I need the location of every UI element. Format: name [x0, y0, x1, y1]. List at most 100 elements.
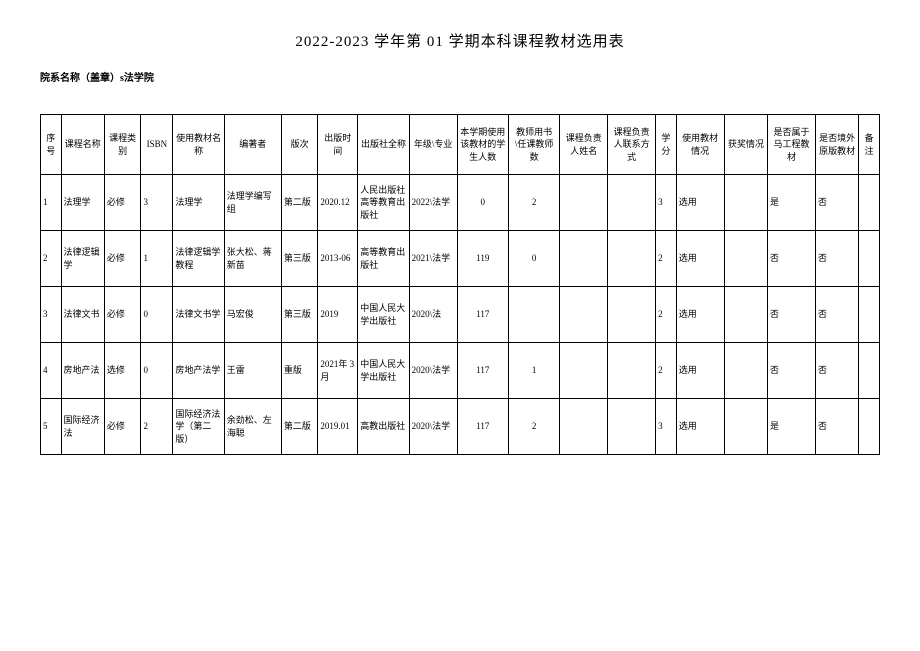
cell-pub_time: 2021年 3月 [318, 343, 358, 399]
cell-credit: 2 [656, 287, 677, 343]
table-row: 1法理学必修3法理学法理学编写组第二版2020.12人民出版社高等教育出版社20… [41, 175, 880, 231]
cell-note [859, 343, 880, 399]
cell-credit: 2 [656, 231, 677, 287]
cell-credit: 3 [656, 175, 677, 231]
cell-publisher: 中国人民大学出版社 [358, 343, 409, 399]
cell-isbn: 1 [141, 231, 173, 287]
cell-pub_time: 2019 [318, 287, 358, 343]
cell-edition: 重版 [281, 343, 318, 399]
cell-edition: 第二版 [281, 399, 318, 455]
cell-note [859, 399, 880, 455]
cell-isbn: 3 [141, 175, 173, 231]
cell-isbn: 2 [141, 399, 173, 455]
cell-award [724, 343, 767, 399]
cell-grade_major: 2020\法学 [409, 399, 457, 455]
cell-is_foreign: 否 [815, 175, 858, 231]
cell-pub_time: 2020.12 [318, 175, 358, 231]
cell-textbook_name: 法理学 [173, 175, 224, 231]
cell-course_type: 选修 [104, 343, 141, 399]
cell-course_type: 必修 [104, 231, 141, 287]
table-row: 4房地产法选修0房地产法学王雷重版2021年 3月中国人民大学出版社2020\法… [41, 343, 880, 399]
cell-award [724, 175, 767, 231]
cell-seq: 2 [41, 231, 62, 287]
table-header-row: 序号 课程名称 课程类别 ISBN 使用教材名称 编著者 版次 出版时间 出版社… [41, 115, 880, 175]
cell-grade_major: 2020\法学 [409, 343, 457, 399]
cell-usage: 选用 [676, 287, 724, 343]
cell-is_foreign: 否 [815, 343, 858, 399]
cell-course_type: 必修 [104, 287, 141, 343]
cell-is_foreign: 否 [815, 287, 858, 343]
cell-edition: 第三版 [281, 287, 318, 343]
cell-note [859, 231, 880, 287]
cell-textbook_name: 国际经济法学（第二版） [173, 399, 224, 455]
table-row: 2法律逻辑学必修1法律逻辑学教程张大松、蒋新苗第三版2013-06高等教育出版社… [41, 231, 880, 287]
cell-usage: 选用 [676, 231, 724, 287]
cell-course_type: 必修 [104, 175, 141, 231]
cell-course_name: 房地产法 [61, 343, 104, 399]
cell-usage: 选用 [676, 399, 724, 455]
cell-student_count: 119 [457, 231, 508, 287]
cell-award [724, 399, 767, 455]
col-edition: 版次 [281, 115, 318, 175]
col-credit: 学分 [656, 115, 677, 175]
col-grade-major: 年级\专业 [409, 115, 457, 175]
cell-leader_contact [608, 175, 656, 231]
col-leader-contact: 课程负责人联系方式 [608, 115, 656, 175]
col-seq: 序号 [41, 115, 62, 175]
cell-course_type: 必修 [104, 399, 141, 455]
cell-seq: 4 [41, 343, 62, 399]
col-award: 获奖情况 [724, 115, 767, 175]
cell-textbook_name: 房地产法学 [173, 343, 224, 399]
cell-grade_major: 2022\法学 [409, 175, 457, 231]
cell-teacher_count: 0 [508, 231, 559, 287]
col-is-foreign: 是否境外原版教材 [815, 115, 858, 175]
cell-is_ma: 否 [768, 287, 816, 343]
cell-leader_name [560, 287, 608, 343]
col-course-name: 课程名称 [61, 115, 104, 175]
col-note: 备注 [859, 115, 880, 175]
cell-course_name: 法理学 [61, 175, 104, 231]
cell-is_ma: 否 [768, 343, 816, 399]
department-name: 院系名称（盖章）s法学院 [40, 69, 880, 84]
cell-isbn: 0 [141, 287, 173, 343]
cell-course_name: 法律文书 [61, 287, 104, 343]
col-pub-time: 出版时间 [318, 115, 358, 175]
cell-leader_name [560, 343, 608, 399]
cell-is_foreign: 否 [815, 231, 858, 287]
cell-isbn: 0 [141, 343, 173, 399]
cell-textbook_name: 法律文书学 [173, 287, 224, 343]
cell-leader_contact [608, 343, 656, 399]
cell-author: 张大松、蒋新苗 [224, 231, 281, 287]
col-author: 编著者 [224, 115, 281, 175]
col-isbn: ISBN [141, 115, 173, 175]
cell-course_name: 法律逻辑学 [61, 231, 104, 287]
cell-leader_name [560, 231, 608, 287]
cell-student_count: 117 [457, 343, 508, 399]
cell-textbook_name: 法律逻辑学教程 [173, 231, 224, 287]
cell-student_count: 0 [457, 175, 508, 231]
cell-is_ma: 是 [768, 175, 816, 231]
cell-leader_contact [608, 287, 656, 343]
cell-teacher_count [508, 287, 559, 343]
col-student-count: 本学期使用该教材的学生人数 [457, 115, 508, 175]
cell-grade_major: 2020\法 [409, 287, 457, 343]
cell-seq: 3 [41, 287, 62, 343]
cell-author: 余劲松、左海聪 [224, 399, 281, 455]
col-usage: 使用教材情况 [676, 115, 724, 175]
cell-usage: 选用 [676, 343, 724, 399]
cell-note [859, 287, 880, 343]
col-is-ma: 是否属于马工程教材 [768, 115, 816, 175]
cell-is_ma: 是 [768, 399, 816, 455]
cell-seq: 5 [41, 399, 62, 455]
textbook-table: 序号 课程名称 课程类别 ISBN 使用教材名称 编著者 版次 出版时间 出版社… [40, 114, 880, 455]
cell-edition: 第二版 [281, 175, 318, 231]
cell-publisher: 高等教育出版社 [358, 231, 409, 287]
col-publisher: 出版社全称 [358, 115, 409, 175]
table-row: 3法律文书必修0法律文书学马宏俊第三版2019中国人民大学出版社2020\法11… [41, 287, 880, 343]
cell-credit: 2 [656, 343, 677, 399]
cell-pub_time: 2013-06 [318, 231, 358, 287]
cell-leader_name [560, 399, 608, 455]
page-title: 2022-2023 学年第 01 学期本科课程教材选用表 [40, 30, 880, 51]
cell-edition: 第三版 [281, 231, 318, 287]
col-course-type: 课程类别 [104, 115, 141, 175]
